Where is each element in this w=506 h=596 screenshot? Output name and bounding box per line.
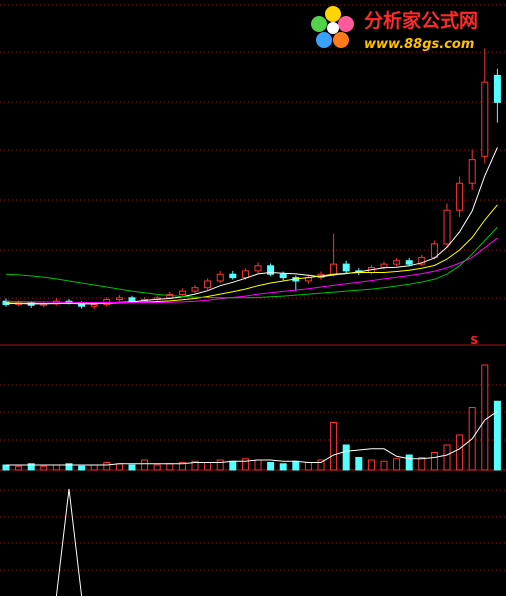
volume-bar — [178, 462, 186, 471]
volume-bar — [292, 460, 300, 471]
volume-bar — [166, 463, 174, 471]
logo-petal — [325, 6, 341, 22]
candle-body — [267, 265, 275, 275]
volume-bar — [128, 464, 136, 471]
volume-bar — [153, 464, 161, 471]
volume-bar — [443, 444, 451, 471]
candle-body — [405, 260, 413, 265]
candle-body — [90, 304, 98, 307]
line — [6, 410, 498, 466]
candle-body — [456, 182, 464, 211]
candle-body — [178, 290, 186, 295]
candle-body — [216, 273, 224, 282]
volume-bar — [15, 465, 23, 471]
volume-bar — [141, 459, 149, 471]
volume-bar — [191, 460, 199, 471]
volume-bar — [90, 464, 98, 471]
line — [5, 204, 498, 304]
logo-center — [327, 22, 339, 34]
candle-body — [254, 265, 262, 272]
watermark-title: 分析家公式网 — [364, 9, 478, 32]
candle-body — [128, 297, 136, 302]
candle-body — [191, 287, 199, 292]
volume-bar — [317, 459, 325, 471]
candle-body — [279, 273, 287, 279]
volume-bar — [204, 462, 212, 471]
logo-petal — [333, 32, 349, 48]
watermark-url: www.88gs.com — [364, 37, 474, 52]
logo-petal — [311, 16, 327, 32]
volume-bar — [2, 464, 10, 471]
line — [55, 488, 83, 596]
candle-body — [481, 81, 489, 157]
logo-petal — [316, 32, 332, 48]
candle-body — [443, 209, 451, 245]
candle-body — [430, 243, 438, 258]
volume-bar — [304, 462, 312, 471]
volume-bar — [393, 458, 401, 471]
volume-bar — [216, 459, 224, 471]
candle-body — [393, 260, 401, 265]
volume-bar — [418, 457, 426, 471]
volume-bar — [481, 364, 489, 471]
candle-body — [418, 256, 426, 265]
candle-body — [380, 263, 388, 268]
volume-bar — [52, 464, 60, 471]
volume-bar — [241, 458, 249, 471]
volume-bar — [267, 462, 275, 471]
volume-bar — [330, 422, 338, 471]
logo-petal — [338, 16, 354, 32]
line — [6, 147, 498, 305]
volume-bar — [342, 444, 350, 471]
candle-body — [468, 159, 476, 184]
candle-body — [330, 263, 338, 275]
volume-bar — [380, 460, 388, 471]
candle-body — [115, 297, 123, 301]
volume-bar — [430, 452, 438, 471]
candle-body — [493, 74, 501, 103]
volume-bar — [493, 400, 501, 471]
candle-body — [204, 280, 212, 289]
line — [5, 237, 498, 303]
marks — [2, 48, 501, 596]
signal-label: S — [470, 334, 478, 347]
volume-bar — [355, 457, 363, 471]
volume-bar — [103, 462, 111, 471]
volume-bar — [40, 465, 48, 471]
volume-bar — [456, 434, 464, 471]
watermark: 分析家公式网 www.88gs.com — [311, 6, 478, 52]
volume-bar — [405, 454, 413, 471]
volume-bar — [115, 463, 123, 471]
line — [5, 226, 498, 299]
volume-bar — [78, 465, 86, 471]
volume-bar — [279, 463, 287, 471]
candle-body — [342, 263, 350, 272]
volume-bar — [27, 463, 35, 471]
volume-bar — [65, 463, 73, 471]
candle-body — [229, 273, 237, 279]
volume-bar — [254, 459, 262, 471]
candle-body — [241, 270, 249, 279]
volume-bar — [229, 460, 237, 471]
volume-bar — [367, 459, 375, 471]
